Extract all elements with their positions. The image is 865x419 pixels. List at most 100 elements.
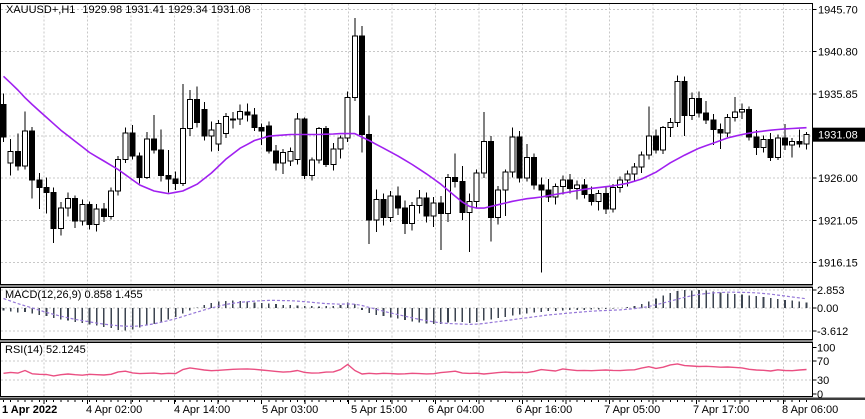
candle — [14, 133, 21, 171]
panel-separator[interactable] — [0, 284, 813, 288]
candle — [789, 137, 796, 158]
time-axis-band — [0, 397, 865, 400]
candle-body — [380, 199, 387, 219]
candle — [774, 134, 781, 161]
candle — [43, 177, 50, 214]
candle-body — [488, 140, 495, 219]
candle-body — [402, 207, 409, 225]
candle-body — [739, 109, 746, 113]
price-axis-label: 1935.85 — [818, 89, 858, 101]
candle-body — [595, 193, 602, 202]
candle — [280, 149, 287, 174]
candle-body — [746, 109, 753, 138]
candle-body — [445, 176, 452, 214]
candle-body — [36, 179, 43, 189]
price-axis-label: 1926.00 — [818, 173, 858, 185]
candle-body — [559, 179, 566, 188]
main-chart-border — [0, 3, 813, 285]
candle-body — [473, 172, 480, 202]
candle-body — [430, 202, 437, 217]
symbol-period-label: XAUUSD+,H1 — [6, 4, 76, 16]
candle — [330, 143, 337, 171]
candle-body — [588, 193, 595, 202]
candle — [796, 129, 803, 148]
candle — [151, 114, 158, 154]
rsi-axis-label: 30 — [817, 375, 829, 387]
candle — [158, 129, 165, 182]
candle-body — [789, 140, 796, 146]
candle-body — [796, 140, 803, 145]
rsi-indicator-label: RSI(14) 52.1245 — [5, 344, 86, 356]
candle — [122, 127, 129, 163]
candle-body — [731, 111, 738, 118]
candle-body — [172, 178, 179, 184]
macd-axis-label: 0.00 — [817, 303, 838, 315]
candle — [79, 199, 86, 226]
candle-body — [652, 135, 659, 151]
candle — [445, 173, 452, 222]
candle — [480, 112, 487, 179]
candle-body — [294, 118, 301, 160]
candle-body — [229, 118, 236, 121]
candle — [65, 192, 72, 217]
candle — [222, 113, 229, 138]
candle-body — [129, 132, 136, 157]
candle-body — [674, 80, 681, 124]
candle-body — [14, 151, 21, 167]
candle — [746, 106, 753, 141]
candle — [359, 25, 365, 153]
candle — [215, 119, 222, 151]
candle-body — [782, 137, 789, 146]
rsi-panel-border — [0, 342, 813, 397]
price-axis-label: 1945.70 — [818, 5, 858, 17]
candle-body — [72, 198, 79, 222]
candle — [337, 135, 344, 159]
time-axis[interactable] — [3, 400, 808, 404]
candle — [502, 169, 509, 216]
candle — [631, 162, 638, 181]
macd-signal-line — [3, 291, 807, 327]
candle — [186, 89, 193, 137]
candle — [7, 138, 14, 176]
candle — [208, 121, 215, 152]
candle — [674, 75, 681, 127]
candle — [172, 171, 179, 191]
candle — [315, 126, 322, 164]
candle-body — [531, 157, 538, 186]
candle-body — [538, 184, 545, 191]
indicator-axis[interactable] — [812, 289, 817, 395]
candle-body — [215, 122, 222, 145]
time-axis-label: 5 Apr 03:00 — [262, 404, 318, 416]
candle-body — [50, 192, 57, 230]
macd-axis-label: -3.612 — [817, 326, 848, 338]
time-axis-label: 6 Apr 04:00 — [428, 404, 484, 416]
candle — [545, 179, 552, 203]
moving-average-line — [2, 75, 807, 209]
time-axis-label: 6 Apr 16:00 — [516, 404, 572, 416]
candle-body — [151, 138, 158, 151]
candle-body — [638, 154, 645, 168]
candle-body — [366, 134, 373, 221]
candle — [402, 200, 409, 234]
price-axis-label: 1921.05 — [818, 216, 858, 228]
candles-layer — [0, 18, 810, 273]
candle-body — [100, 208, 107, 218]
candle — [36, 173, 43, 209]
candle — [272, 144, 279, 171]
candle-body — [108, 190, 115, 218]
candle — [57, 202, 64, 236]
panel-separator[interactable] — [0, 339, 813, 343]
time-axis-label: 4 Apr 02:00 — [86, 404, 142, 416]
price-axis[interactable] — [812, 9, 865, 264]
time-axis-label: 8 Apr 06:00 — [782, 404, 838, 416]
candle-body — [337, 137, 344, 150]
candle — [294, 113, 301, 165]
candle — [179, 83, 186, 186]
candle — [265, 121, 272, 154]
candle-body — [753, 136, 760, 148]
candle-body — [688, 98, 695, 117]
candle-body — [509, 136, 516, 173]
candle-body — [681, 80, 688, 117]
macd-axis-label: 2.853 — [817, 285, 845, 297]
